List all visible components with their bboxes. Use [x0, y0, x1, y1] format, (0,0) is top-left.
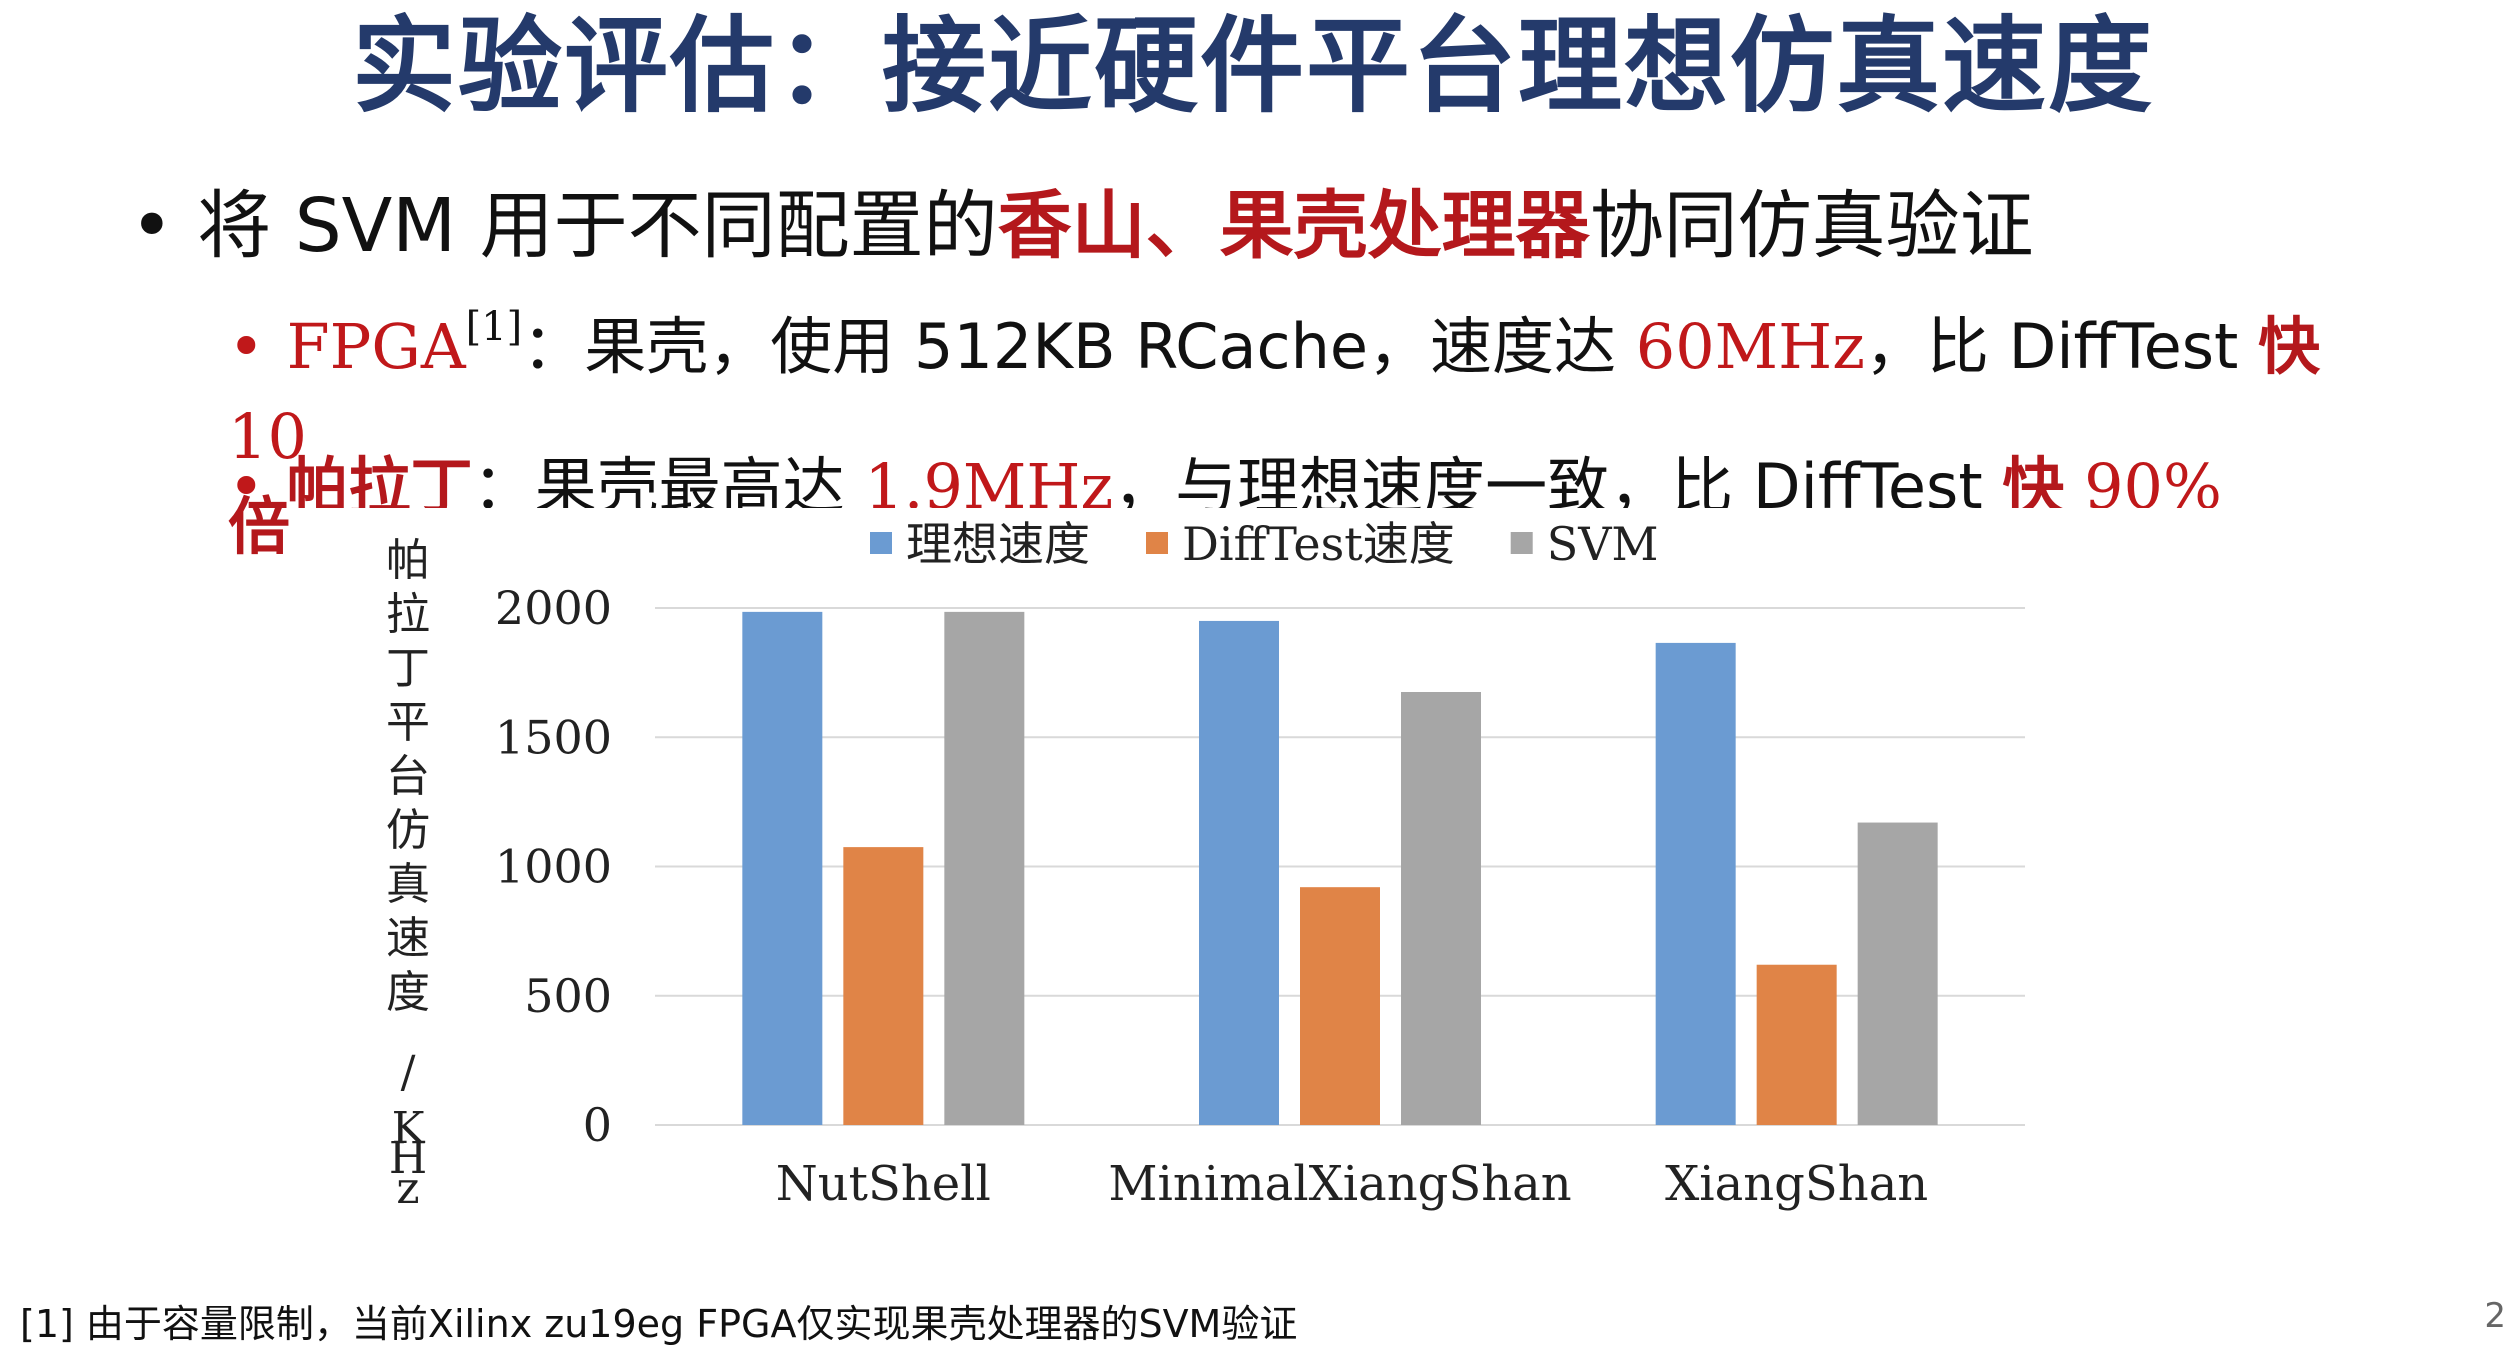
fpga-text-1: ：果壳，使用 512KB RCache，速度达 [522, 310, 1636, 383]
page-number: 2 [2484, 1296, 2506, 1336]
palladium-speed: 1.9MHz [864, 450, 1114, 508]
bar-xiangshan-2 [1857, 822, 1938, 1125]
x-tick-label: NutShell [776, 1156, 991, 1212]
x-tick-label: MinimalXiangShan [1108, 1156, 1571, 1212]
bar-minimalxiangshan-2 [1401, 692, 1481, 1125]
grid-lines [655, 607, 2025, 1126]
bullet-dot: • [228, 310, 265, 383]
chart-background [370, 508, 2070, 1268]
bullet-prefix: 将 SVM 用于不同配置的 [197, 183, 998, 269]
palladium-text-1: ：果壳最高达 [472, 450, 865, 508]
bullet-dot: • [228, 450, 265, 508]
fpga-unit: 倍 [228, 490, 291, 563]
y-tick-label: 1000 [495, 840, 612, 894]
footnote: [1] 由于容量限制，当前Xilinx zu19eg FPGA仅实现果壳处理器的… [20, 1302, 1298, 1346]
bullet-palladium: • 帕拉丁：果壳最高达 1.9MHz，与理想速度一致，比 DiffTest 快 9… [228, 442, 2222, 508]
y-tick-label: 0 [583, 1098, 612, 1152]
bullet-svm-usage: • 将 SVM 用于不同配置的香山、果壳处理器协同仿真验证 [130, 178, 2034, 274]
palladium-faster: 快 [2002, 450, 2065, 508]
bullet-suffix: 协同仿真验证 [1589, 183, 2034, 269]
y-tick-label: 2000 [495, 581, 612, 635]
palladium-text-2: ，与理想速度一致，比 DiffTest [1113, 450, 2003, 508]
fpga-faster: 快 [2258, 310, 2321, 383]
fpga-factor: 10 [228, 400, 307, 473]
y-tick-label: 1500 [495, 710, 612, 764]
bar-nutshell-2 [944, 611, 1025, 1125]
bullet-fpga: • FPGA[1]：果壳，使用 512KB RCache，速度达 60MHz，比 … [228, 282, 2378, 572]
bar-minimalxiangshan-0 [1199, 620, 1279, 1125]
reference-marker[interactable]: [1] [465, 304, 523, 350]
page-title: 实验评估：接近硬件平台理想仿真速度 [351, 5, 2154, 127]
y-axis-ticks: 0 500 1000 1500 2000 [495, 581, 612, 1152]
x-tick-label: XiangShan [1665, 1156, 1928, 1212]
palladium-factor: 90% [2064, 450, 2222, 508]
bar-nutshell-1 [843, 847, 924, 1125]
bar-xiangshan-1 [1756, 964, 1837, 1125]
palladium-label: 帕拉丁 [286, 450, 473, 508]
fpga-text-2: ，比 DiffTest [1864, 310, 2259, 383]
fpga-label: FPGA [286, 310, 466, 383]
x-axis-labels: NutShell MinimalXiangShan XiangShan [776, 1156, 1928, 1212]
bullet-highlight: 香山、果壳处理器 [997, 183, 1590, 269]
fpga-speed: 60MHz [1635, 310, 1865, 383]
y-tick-label: 500 [524, 969, 612, 1023]
bullet-dot: • [130, 183, 174, 269]
bars [742, 611, 1938, 1125]
bar-nutshell-0 [742, 611, 823, 1125]
bar-minimalxiangshan-1 [1300, 887, 1380, 1125]
bar-xiangshan-0 [1655, 642, 1736, 1125]
